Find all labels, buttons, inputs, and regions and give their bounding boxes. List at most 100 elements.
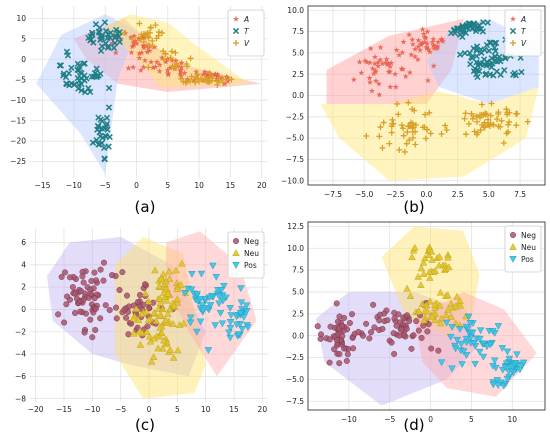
point-t xyxy=(97,70,104,77)
point-neu xyxy=(456,301,465,309)
point-v xyxy=(442,122,449,129)
point-pos xyxy=(503,348,512,356)
point-a xyxy=(172,57,179,64)
point-a xyxy=(200,71,207,78)
point-a xyxy=(212,71,219,77)
point-t xyxy=(105,143,112,150)
point-neg xyxy=(379,325,386,332)
point-neu xyxy=(129,329,138,337)
legend: ATV xyxy=(504,9,542,57)
point-t xyxy=(102,27,110,35)
point-a xyxy=(423,45,430,51)
point-neu xyxy=(138,310,146,317)
point-pos xyxy=(494,382,502,389)
point-neu xyxy=(423,307,432,315)
point-neu xyxy=(419,270,428,277)
point-v xyxy=(172,64,179,71)
point-pos xyxy=(220,283,228,290)
point-pos xyxy=(493,377,502,384)
legend-label-neu: Neu xyxy=(244,249,259,258)
point-v xyxy=(477,114,484,121)
point-pos xyxy=(453,336,461,344)
point-v xyxy=(405,99,412,106)
point-a xyxy=(384,61,391,68)
point-neu xyxy=(426,297,434,305)
point-t xyxy=(459,22,466,29)
point-a xyxy=(430,45,438,52)
point-t xyxy=(87,33,94,40)
point-neg xyxy=(113,304,120,311)
legend: ATV xyxy=(227,9,265,57)
point-neu xyxy=(435,252,444,260)
point-t xyxy=(486,61,494,69)
point-a xyxy=(358,69,365,76)
point-t xyxy=(518,68,525,76)
point-neg xyxy=(116,287,123,294)
point-a xyxy=(412,53,419,60)
point-a xyxy=(425,46,432,53)
point-pos xyxy=(188,271,196,278)
point-t xyxy=(486,39,493,46)
point-v xyxy=(409,106,416,113)
point-pos xyxy=(216,310,225,317)
point-a xyxy=(162,58,170,65)
legend-marker-a xyxy=(509,15,517,22)
point-neu xyxy=(169,320,177,327)
point-pos xyxy=(505,355,514,363)
point-neg xyxy=(334,318,341,325)
point-neu xyxy=(144,316,153,323)
point-a xyxy=(112,49,119,56)
point-neg xyxy=(92,305,99,312)
point-v xyxy=(145,42,152,49)
x-tick-label: 5 xyxy=(165,181,170,190)
point-neg xyxy=(136,292,143,299)
point-pos xyxy=(471,361,479,368)
legend-label-v: V xyxy=(521,39,527,48)
point-pos xyxy=(208,293,216,300)
point-t xyxy=(65,70,73,77)
point-neg xyxy=(97,266,104,273)
point-v xyxy=(136,20,143,27)
point-pos xyxy=(451,345,460,353)
point-v xyxy=(192,79,199,86)
x-tick-label: 5 xyxy=(469,415,474,424)
point-neu xyxy=(428,255,436,263)
point-v xyxy=(505,128,512,135)
point-neu xyxy=(149,353,158,360)
point-v xyxy=(427,130,434,137)
point-v xyxy=(138,31,145,38)
point-v xyxy=(140,38,147,45)
point-pos xyxy=(466,320,475,327)
y-tick-label: 4 xyxy=(21,260,26,269)
point-a xyxy=(434,38,442,45)
point-v xyxy=(490,121,497,128)
point-a xyxy=(178,72,185,79)
point-pos xyxy=(513,351,521,359)
point-v xyxy=(149,37,156,44)
point-a xyxy=(417,47,424,53)
point-t xyxy=(94,122,102,130)
point-v xyxy=(149,43,156,50)
point-neg xyxy=(413,318,420,325)
point-neg xyxy=(350,345,357,352)
point-neg xyxy=(376,311,383,318)
x-tick-label: −5.0 xyxy=(355,190,373,199)
point-neu xyxy=(158,305,167,313)
point-neg xyxy=(326,359,333,366)
point-neu xyxy=(173,295,182,303)
point-t xyxy=(113,26,120,34)
point-a xyxy=(109,39,116,46)
point-neu xyxy=(136,340,145,348)
point-v xyxy=(173,60,180,67)
point-t xyxy=(107,29,114,36)
point-v xyxy=(197,75,204,82)
point-pos xyxy=(218,320,227,328)
point-a xyxy=(130,39,137,46)
point-v xyxy=(396,146,403,153)
point-v xyxy=(506,118,513,125)
point-a xyxy=(387,63,394,70)
point-a xyxy=(140,63,147,70)
point-a xyxy=(156,61,163,68)
point-neu xyxy=(174,346,182,354)
point-a xyxy=(128,49,135,56)
